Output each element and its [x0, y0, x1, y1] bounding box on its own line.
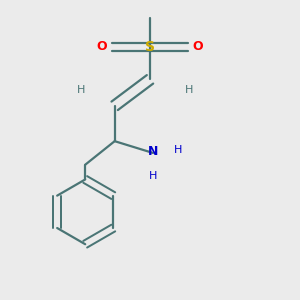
Text: H: H: [149, 171, 157, 181]
Text: O: O: [193, 40, 203, 53]
Text: O: O: [97, 40, 107, 53]
Text: N: N: [148, 145, 158, 158]
Text: H: H: [77, 85, 85, 94]
Text: S: S: [145, 40, 155, 54]
Text: H: H: [174, 145, 182, 155]
Text: H: H: [185, 85, 194, 94]
